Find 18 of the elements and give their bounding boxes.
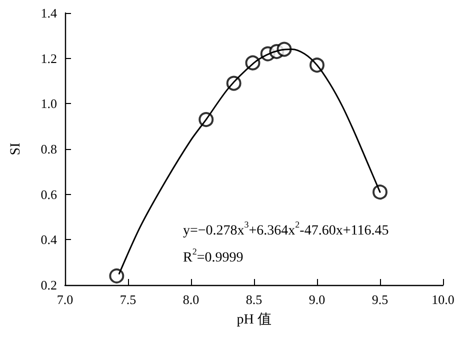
y-tick-label: 1.0 xyxy=(40,96,57,112)
y-tick-label: 0.4 xyxy=(40,232,58,248)
x-tick-label: 9.0 xyxy=(308,292,326,307)
x-tick-label: 8.0 xyxy=(182,292,200,307)
y-tick-label: 0.2 xyxy=(40,278,57,292)
y-tick-label: 0.8 xyxy=(40,142,57,156)
x-tick-label: 9.5 xyxy=(372,292,388,307)
point xyxy=(109,268,124,284)
y-tick-label: 1.4 xyxy=(40,6,58,20)
x-tick-label: 7.5 xyxy=(120,292,136,307)
y-tick-label: 1.2 xyxy=(40,50,57,66)
x-tick-label: 7.0 xyxy=(56,292,74,307)
y-axis-title: SI xyxy=(8,142,24,156)
x-tick-label: 10.0 xyxy=(432,292,454,307)
x-axis-title: pH 值 xyxy=(236,312,272,328)
y-tick-label: 0.6 xyxy=(40,186,58,202)
point xyxy=(372,184,388,200)
x-tick-label: 8.5 xyxy=(246,292,262,307)
